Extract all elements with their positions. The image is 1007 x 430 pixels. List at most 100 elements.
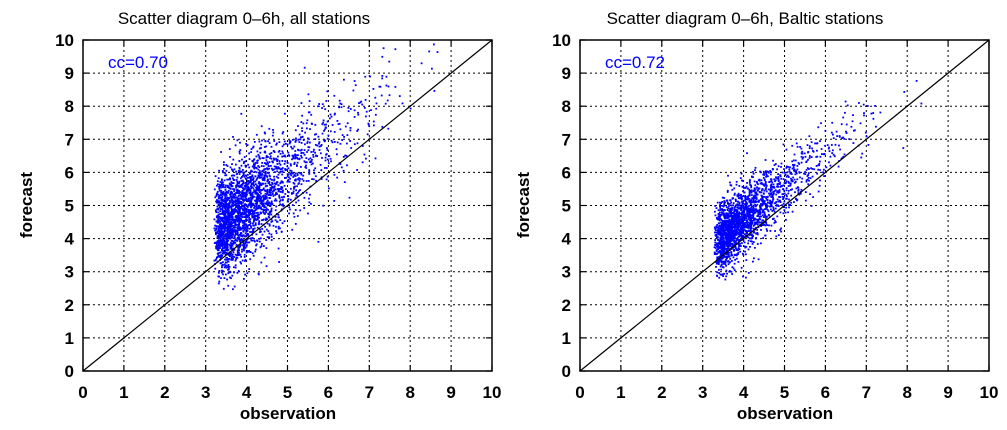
data-point: [750, 223, 752, 226]
data-point: [253, 167, 256, 170]
data-point: [225, 238, 228, 241]
data-point: [230, 211, 233, 214]
data-point: [307, 180, 310, 182]
data-point: [726, 260, 729, 263]
data-point: [292, 212, 295, 215]
data-point: [238, 224, 240, 227]
data-point: [243, 161, 245, 163]
data-point: [820, 122, 822, 125]
data-point: [757, 213, 760, 216]
data-point: [720, 268, 722, 271]
data-point: [239, 185, 241, 188]
data-point: [374, 96, 377, 99]
data-point: [732, 244, 734, 247]
data-point: [770, 224, 773, 227]
data-point: [281, 186, 284, 189]
data-point: [245, 209, 248, 212]
data-point: [255, 196, 258, 199]
data-point: [248, 268, 251, 270]
data-point: [874, 105, 876, 107]
data-point: [272, 131, 275, 134]
data-point: [807, 158, 809, 161]
data-point: [785, 180, 788, 183]
data-point: [726, 219, 729, 222]
data-point: [829, 155, 832, 158]
data-point: [254, 222, 257, 225]
data-point: [737, 247, 740, 249]
data-point: [741, 228, 744, 230]
data-point: [261, 228, 264, 230]
data-point: [293, 161, 296, 164]
data-point: [387, 85, 390, 88]
y-tick-label: 0: [65, 362, 74, 381]
data-point: [216, 232, 218, 234]
data-point: [244, 165, 247, 168]
data-point: [805, 180, 808, 183]
data-point: [266, 204, 269, 207]
data-point: [242, 171, 244, 174]
data-point: [757, 210, 760, 213]
data-point: [252, 178, 254, 181]
data-point: [244, 235, 247, 238]
data-point: [756, 209, 759, 212]
data-point: [221, 269, 223, 272]
data-point: [828, 161, 830, 164]
data-point: [279, 168, 282, 171]
data-point: [299, 149, 302, 152]
data-point: [298, 133, 301, 136]
data-point: [226, 249, 229, 252]
data-point: [244, 258, 247, 261]
data-point: [250, 169, 253, 172]
data-point: [759, 170, 761, 173]
data-point: [785, 218, 787, 221]
data-point: [737, 216, 740, 219]
data-point: [256, 226, 259, 229]
data-point: [719, 226, 722, 228]
data-point: [265, 219, 267, 222]
data-point: [717, 226, 720, 229]
data-point: [229, 178, 231, 181]
data-point: [344, 125, 347, 128]
data-point: [738, 239, 740, 241]
data-point: [749, 179, 751, 181]
data-point: [225, 192, 228, 194]
data-point: [745, 230, 748, 233]
data-point: [772, 159, 774, 162]
data-point: [730, 254, 733, 257]
data-point: [742, 211, 745, 213]
data-point: [255, 219, 258, 221]
data-point: [263, 218, 265, 221]
data-point: [774, 163, 777, 165]
y-tick-label: 4: [65, 230, 75, 249]
data-point: [257, 213, 259, 216]
data-point: [727, 253, 730, 256]
data-point: [281, 198, 284, 201]
data-point: [277, 227, 280, 230]
data-point: [229, 276, 231, 279]
data-point: [299, 177, 301, 180]
data-point: [301, 156, 303, 159]
data-point: [218, 270, 221, 272]
data-point: [818, 163, 821, 165]
data-point: [723, 215, 725, 217]
data-point: [735, 228, 738, 231]
data-point: [275, 143, 278, 146]
data-point: [751, 205, 753, 208]
data-point: [735, 219, 737, 221]
data-point: [742, 207, 745, 210]
data-point: [308, 173, 311, 175]
data-point: [218, 187, 221, 190]
data-point: [275, 230, 277, 232]
data-point: [731, 238, 734, 240]
data-point: [237, 246, 240, 249]
data-point: [738, 207, 740, 210]
data-point: [758, 199, 760, 202]
data-point: [250, 206, 252, 209]
data-point: [276, 220, 278, 223]
data-point: [244, 242, 247, 245]
data-point: [307, 149, 310, 152]
data-point: [217, 197, 220, 200]
data-point: [771, 210, 774, 212]
data-point: [305, 191, 308, 194]
data-point: [718, 233, 720, 236]
